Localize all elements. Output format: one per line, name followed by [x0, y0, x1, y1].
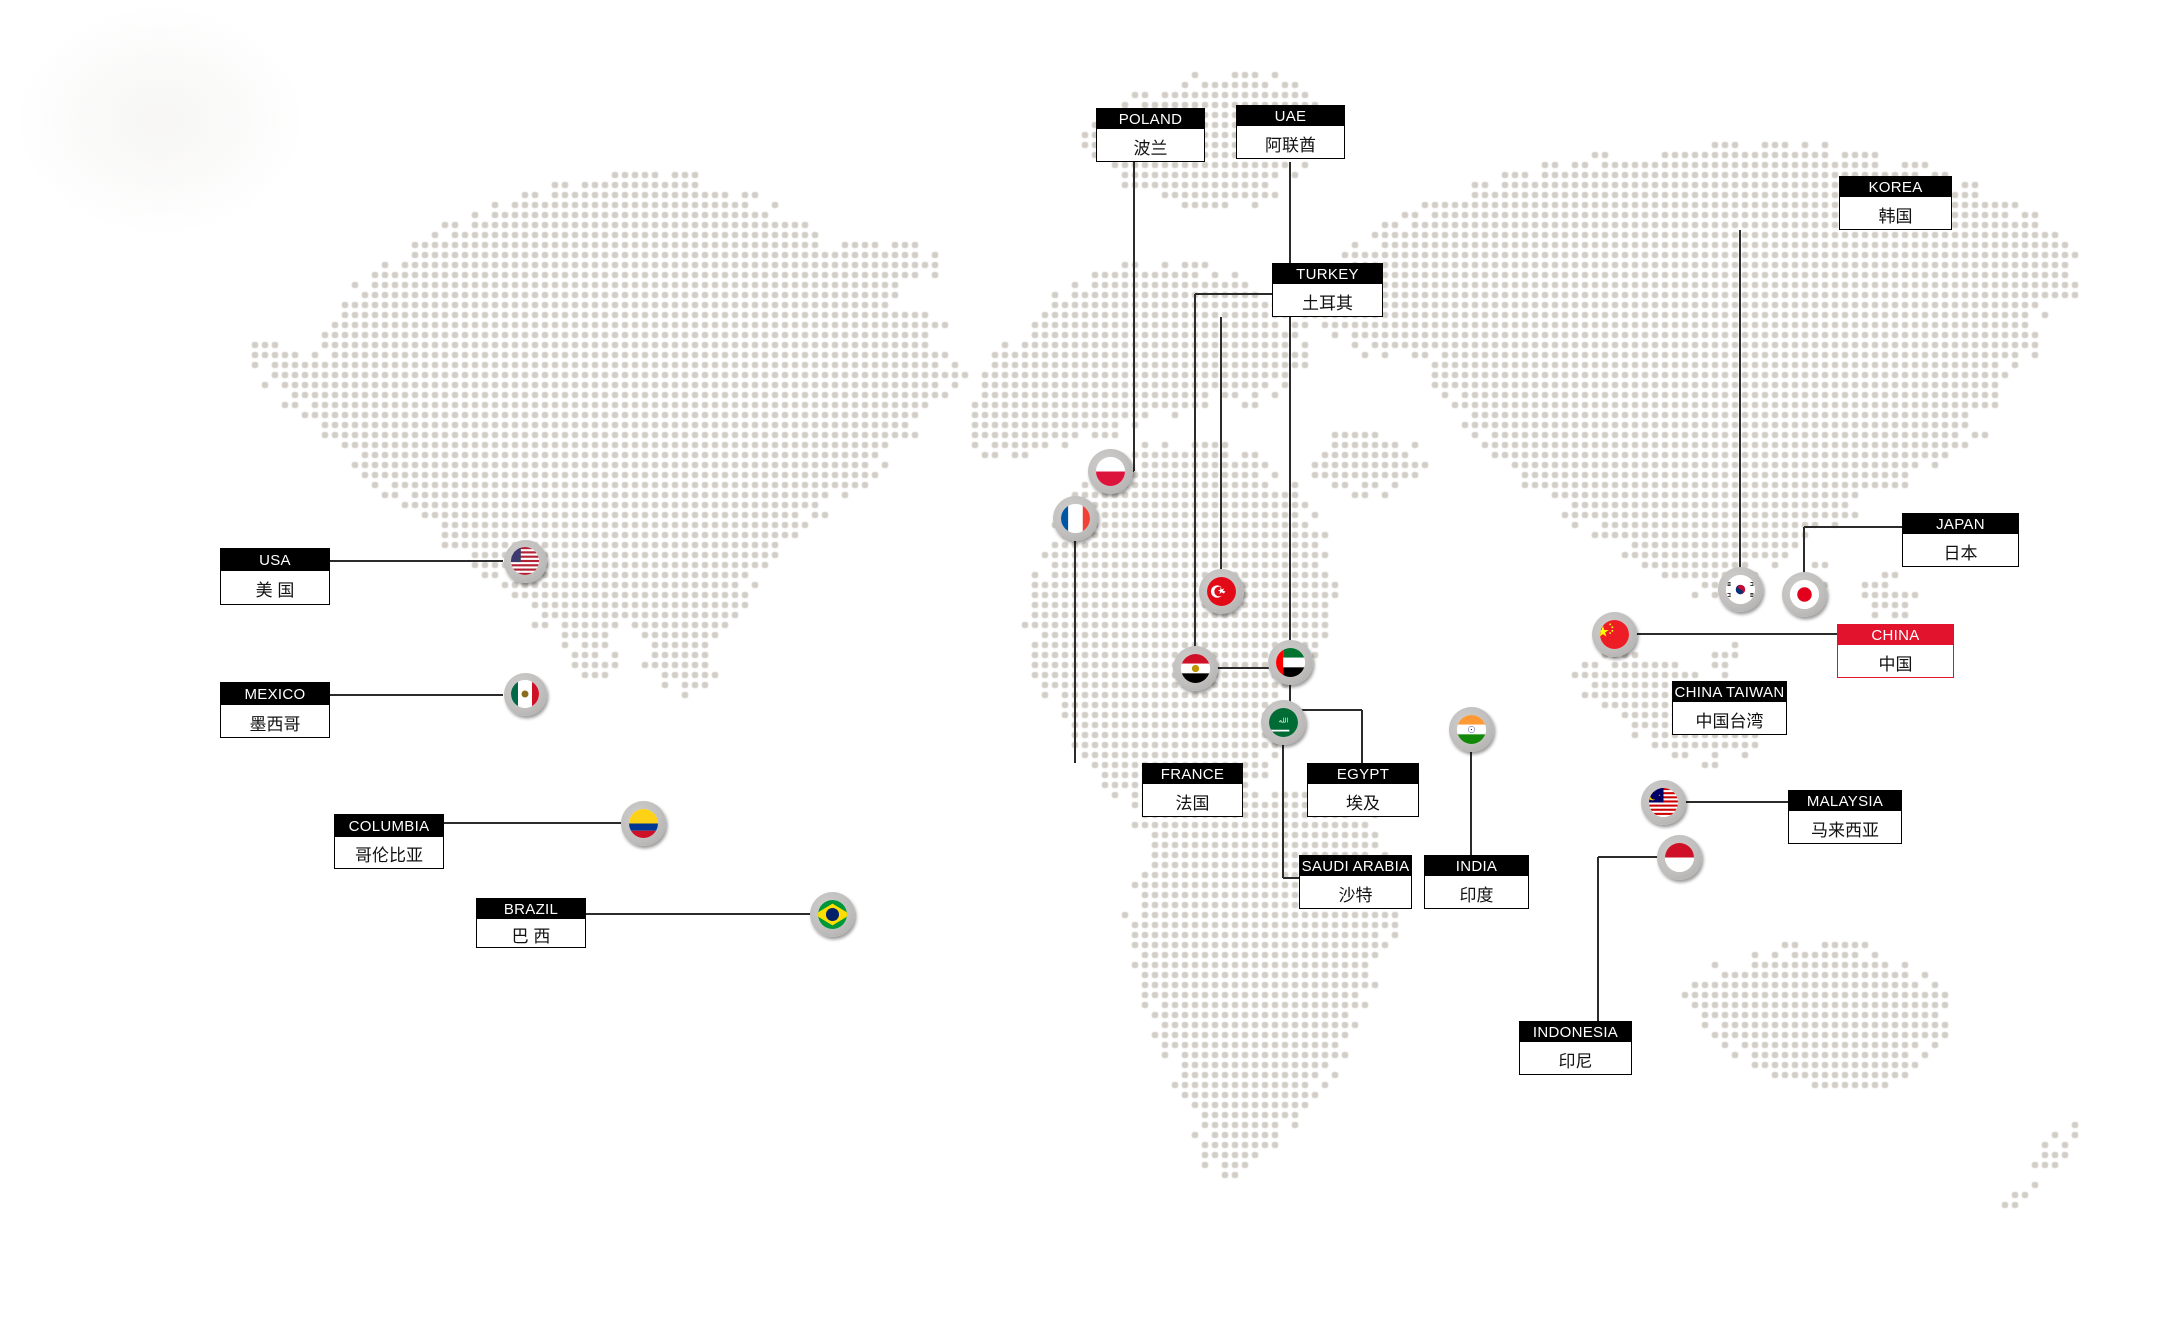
svg-text:الله: الله [1278, 716, 1288, 724]
